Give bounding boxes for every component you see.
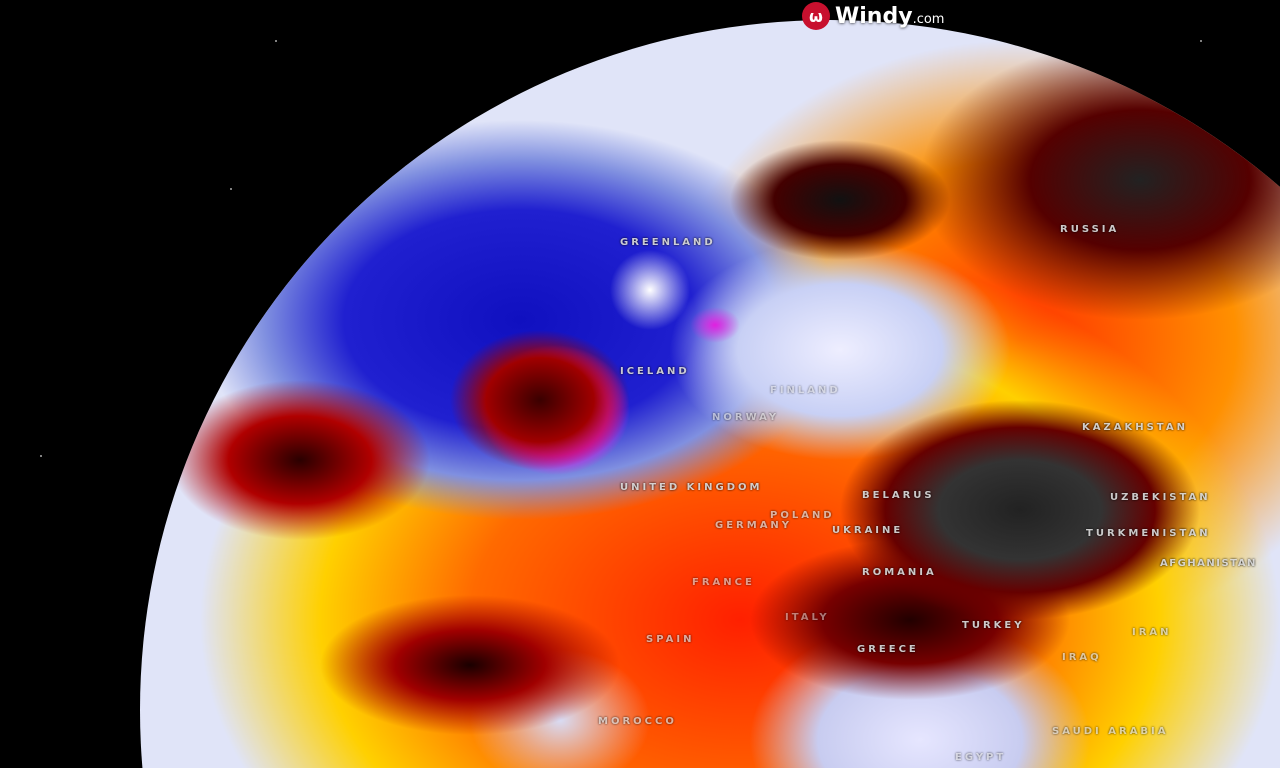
country-label-afghanistan: AFGHANISTAN xyxy=(1160,558,1257,569)
country-label-turkey: TURKEY xyxy=(962,620,1025,631)
country-label-belarus: BELARUS xyxy=(862,490,935,501)
country-label-italy: ITALY xyxy=(785,612,830,623)
country-label-russia: RUSSIA xyxy=(1060,224,1120,235)
country-label-romania: ROMANIA xyxy=(862,567,937,578)
country-label-france: FRANCE xyxy=(692,577,755,588)
windy-logo[interactable]: ω Windy.com xyxy=(802,2,944,30)
country-label-greece: GREECE xyxy=(857,644,919,655)
country-label-finland: FINLAND xyxy=(770,385,841,396)
brand-name: Windy.com xyxy=(835,4,944,29)
country-label-spain: SPAIN xyxy=(646,634,695,645)
country-label-saudi-arabia: SAUDI ARABIA xyxy=(1052,726,1169,737)
country-label-norway: NORWAY xyxy=(712,412,780,423)
country-label-greenland: GREENLAND xyxy=(620,237,716,248)
country-label-united-kingdom: UNITED KINGDOM xyxy=(620,482,763,493)
star xyxy=(1200,40,1202,42)
country-label-iran: IRAN xyxy=(1132,627,1172,638)
star xyxy=(40,455,42,457)
country-label-morocco: MOROCCO xyxy=(598,716,677,727)
brand-name-text: Windy xyxy=(835,3,913,29)
country-label-iceland: ICELAND xyxy=(620,366,690,377)
country-label-kazakhstan: KAZAKHSTAN xyxy=(1082,422,1188,433)
country-label-egypt: EGYPT xyxy=(955,752,1007,763)
country-label-iraq: IRAQ xyxy=(1062,652,1102,663)
star xyxy=(230,188,232,190)
country-label-turkmenistan: TURKMENISTAN xyxy=(1086,528,1211,539)
star xyxy=(275,40,277,42)
country-label-poland: POLAND xyxy=(770,510,835,521)
brand-suffix: .com xyxy=(912,11,945,27)
country-label-ukraine: UKRAINE xyxy=(832,525,904,536)
country-label-uzbekistan: UZBEKISTAN xyxy=(1110,492,1211,503)
windy-logo-icon: ω xyxy=(802,2,830,30)
country-label-germany: GERMANY xyxy=(715,520,793,531)
